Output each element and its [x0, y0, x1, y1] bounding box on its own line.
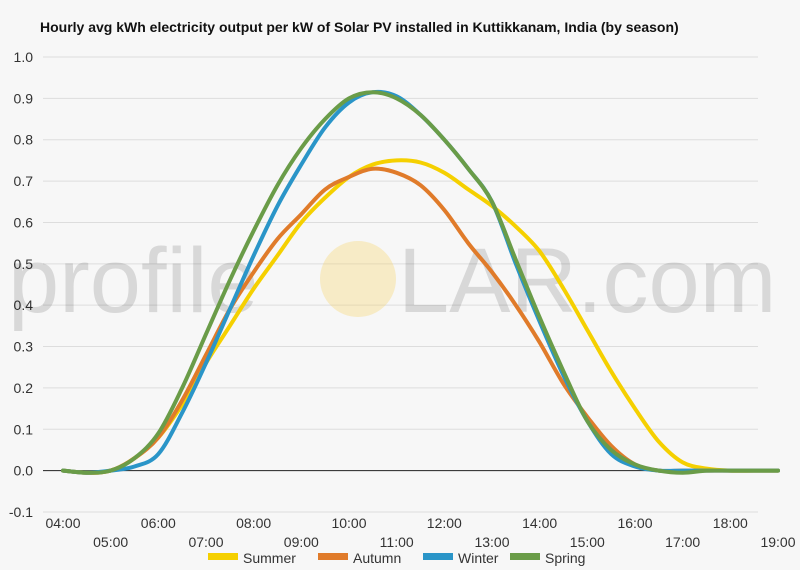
x-tick-label: 15:00 — [570, 534, 605, 550]
x-tick-label: 10:00 — [331, 515, 366, 531]
y-tick-label: 0.0 — [14, 463, 34, 479]
y-tick-label: 0.4 — [14, 297, 34, 313]
legend: Summer Autumn Winter Spring — [208, 550, 585, 566]
x-tick-label: 12:00 — [427, 515, 462, 531]
y-tick-label: 0.1 — [14, 421, 34, 437]
series-line-summer — [61, 158, 780, 475]
chart-title: Hourly avg kWh electricity output per kW… — [40, 19, 679, 35]
series-lines — [61, 89, 780, 475]
x-tick-label: 17:00 — [665, 534, 700, 550]
legend-label-winter: Winter — [458, 550, 499, 566]
gridlines — [43, 56, 758, 513]
watermark-sun-icon — [320, 241, 396, 317]
y-tick-label: 0.9 — [14, 90, 34, 106]
legend-swatch-autumn — [318, 553, 348, 560]
x-tick-label: 08:00 — [236, 515, 271, 531]
x-tick-label: 11:00 — [380, 534, 414, 550]
x-tick-label: 05:00 — [93, 534, 128, 550]
legend-label-spring: Spring — [545, 550, 585, 566]
y-tick-label: 0.8 — [14, 132, 34, 148]
x-tick-label: 06:00 — [141, 515, 176, 531]
x-tick-label: 09:00 — [284, 534, 319, 550]
legend-label-summer: Summer — [243, 550, 296, 566]
x-tick-label: 14:00 — [522, 515, 557, 531]
x-axis-ticks: 04:00 05:00 06:00 07:00 08:00 09:00 10:00 11:00… — [45, 515, 795, 550]
watermark-text-left: profile — [8, 230, 259, 332]
y-tick-label: 1.0 — [14, 49, 34, 65]
legend-swatch-summer — [208, 553, 238, 560]
series-line-spring — [61, 90, 780, 475]
x-tick-label: 19:00 — [760, 534, 795, 550]
x-tick-label: 07:00 — [188, 534, 223, 550]
legend-label-autumn: Autumn — [353, 550, 401, 566]
y-axis-ticks: -0.1 0.0 0.1 0.2 0.3 0.4 0.5 0.6 0.7 0.8 0.9 1.0 — [9, 49, 33, 520]
y-tick-label: -0.1 — [9, 504, 33, 520]
y-tick-label: 0.7 — [14, 173, 34, 189]
watermark: profile LAR.com — [8, 230, 776, 332]
x-tick-label: 13:00 — [474, 534, 509, 550]
x-tick-label: 04:00 — [45, 515, 80, 531]
legend-swatch-spring — [510, 553, 540, 560]
x-tick-label: 18:00 — [713, 515, 748, 531]
x-tick-label: 16:00 — [617, 515, 652, 531]
y-tick-label: 0.2 — [14, 380, 34, 396]
y-tick-label: 0.6 — [14, 214, 34, 230]
legend-swatch-winter — [423, 553, 453, 560]
y-tick-label: 0.5 — [14, 256, 34, 272]
watermark-text-right: LAR.com — [398, 230, 776, 332]
y-tick-label: 0.3 — [14, 339, 34, 355]
